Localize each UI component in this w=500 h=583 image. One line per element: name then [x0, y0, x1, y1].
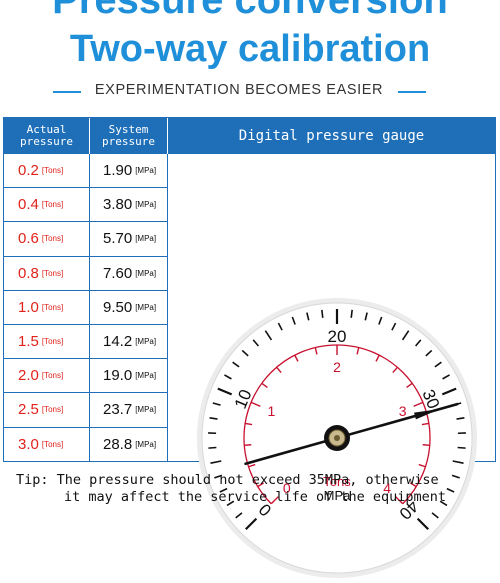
system-pressure-value: 9.50	[103, 299, 132, 316]
system-pressure-value: 7.60	[103, 265, 132, 282]
mpa-tick	[351, 310, 352, 318]
title-line-1: Pressure conversion	[0, 0, 500, 22]
header-actual-pressure: Actual pressure	[4, 118, 90, 154]
actual-pressure-value: 0.2	[18, 162, 39, 179]
system-pressure-value: 3.80	[103, 196, 132, 213]
system-pressure-value: 5.70	[103, 230, 132, 247]
mpa-tick	[458, 447, 466, 448]
actual-pressure-cell: 0.6[Tons]	[4, 222, 90, 255]
actual-pressure-value: 0.8	[18, 265, 39, 282]
actual-pressure-unit: [Tons]	[42, 371, 63, 380]
actual-pressure-value: 2.5	[18, 401, 39, 418]
subtitle: EXPERIMENTATION BECOMES EASIER	[86, 82, 392, 98]
actual-pressure-cell: 2.0[Tons]	[4, 359, 90, 392]
tons-label: 1	[268, 403, 276, 419]
actual-pressure-value: 0.6	[18, 230, 39, 247]
system-pressure-cell: 23.7[MPa]	[90, 393, 168, 426]
mpa-tick	[208, 447, 216, 448]
tip-line-1: Tip: The pressure should not exceed 35MP…	[16, 472, 500, 489]
system-pressure-unit: [MPa]	[135, 405, 156, 414]
subtitle-row: EXPERIMENTATION BECOMES EASIER	[0, 80, 500, 104]
mpa-label: 20	[328, 327, 347, 346]
actual-pressure-unit: [Tons]	[42, 269, 63, 278]
system-pressure-unit: [MPa]	[135, 440, 156, 449]
actual-pressure-unit: [Tons]	[42, 234, 63, 243]
actual-pressure-cell: 0.4[Tons]	[4, 188, 90, 221]
system-pressure-unit: [MPa]	[135, 303, 156, 312]
system-pressure-cell: 19.0[MPa]	[90, 359, 168, 392]
tip-line-2: it may affect the service life of the eq…	[64, 489, 446, 506]
tons-label: 3	[399, 403, 407, 419]
tons-tick	[244, 445, 251, 446]
subtitle-right-dash	[398, 91, 426, 93]
table-row: 0.4[Tons]3.80[MPa]	[4, 188, 168, 222]
system-pressure-unit: [MPa]	[135, 166, 156, 175]
mpa-tick	[322, 310, 323, 318]
table-row: 0.2[Tons]1.90[MPa]	[4, 154, 168, 188]
system-pressure-cell: 9.50[MPa]	[90, 291, 168, 324]
system-pressure-unit: [MPa]	[135, 337, 156, 346]
system-pressure-cell: 28.8[MPa]	[90, 428, 168, 461]
actual-pressure-value: 1.0	[18, 299, 39, 316]
system-pressure-cell: 14.2[MPa]	[90, 325, 168, 358]
actual-pressure-cell: 3.0[Tons]	[4, 428, 90, 461]
system-pressure-cell: 3.80[MPa]	[90, 188, 168, 221]
system-pressure-value: 1.90	[103, 162, 132, 179]
tons-tick	[423, 445, 430, 446]
system-pressure-unit: [MPa]	[135, 234, 156, 243]
system-pressure-cell: 7.60[MPa]	[90, 257, 168, 290]
actual-pressure-value: 1.5	[18, 333, 39, 350]
system-pressure-value: 28.8	[103, 436, 132, 453]
actual-pressure-cell: 1.0[Tons]	[4, 291, 90, 324]
system-pressure-value: 23.7	[103, 401, 132, 418]
header-system-pressure: System pressure	[90, 118, 168, 154]
system-pressure-unit: [MPa]	[135, 371, 156, 380]
actual-pressure-cell: 0.2[Tons]	[4, 154, 90, 187]
actual-pressure-unit: [Tons]	[42, 166, 63, 175]
actual-pressure-unit: [Tons]	[42, 200, 63, 209]
needle-screw	[334, 435, 340, 441]
table-row: 3.0[Tons]28.8[MPa]	[4, 428, 168, 462]
actual-pressure-unit: [Tons]	[42, 303, 63, 312]
table-row: 0.8[Tons]7.60[MPa]	[4, 257, 168, 291]
system-pressure-value: 19.0	[103, 367, 132, 384]
actual-pressure-unit: [Tons]	[42, 440, 63, 449]
table-row: 1.5[Tons]14.2[MPa]	[4, 325, 168, 359]
calibration-table: Actual pressure System pressure Digital …	[3, 117, 496, 462]
title-line-2: Two-way calibration	[0, 26, 500, 72]
system-pressure-cell: 5.70[MPa]	[90, 222, 168, 255]
system-pressure-value: 14.2	[103, 333, 132, 350]
subtitle-left-dash	[53, 91, 81, 93]
system-pressure-unit: [MPa]	[135, 269, 156, 278]
system-pressure-unit: [MPa]	[135, 200, 156, 209]
actual-pressure-value: 3.0	[18, 436, 39, 453]
system-pressure-cell: 1.90[MPa]	[90, 154, 168, 187]
table-row: 0.6[Tons]5.70[MPa]	[4, 222, 168, 256]
actual-pressure-value: 2.0	[18, 367, 39, 384]
table-row: 2.5[Tons]23.7[MPa]	[4, 393, 168, 427]
actual-pressure-cell: 0.8[Tons]	[4, 257, 90, 290]
actual-pressure-cell: 1.5[Tons]	[4, 325, 90, 358]
actual-pressure-unit: [Tons]	[42, 405, 63, 414]
table-row: 1.0[Tons]9.50[MPa]	[4, 291, 168, 325]
table-row: 2.0[Tons]19.0[MPa]	[4, 359, 168, 393]
actual-pressure-value: 0.4	[18, 196, 39, 213]
header-digital-gauge: Digital pressure gauge	[168, 118, 495, 154]
tons-label: 2	[333, 359, 341, 375]
actual-pressure-cell: 2.5[Tons]	[4, 393, 90, 426]
actual-pressure-unit: [Tons]	[42, 337, 63, 346]
